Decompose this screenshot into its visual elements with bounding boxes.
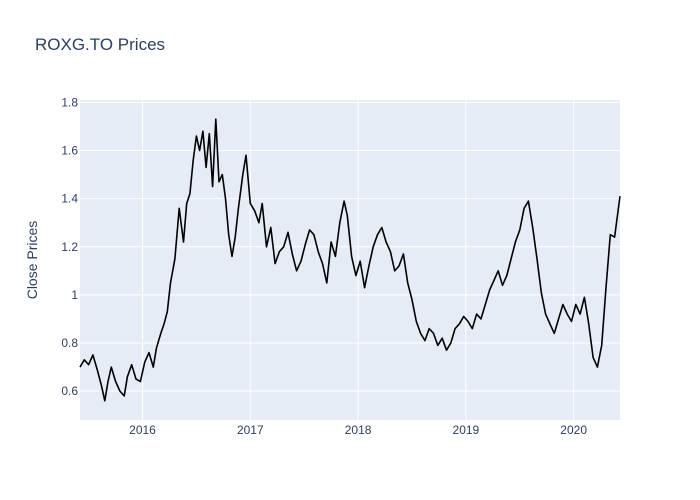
- y-tick-label: 1: [71, 288, 78, 302]
- y-tick-label: 1.8: [61, 95, 78, 109]
- y-axis-ticks: 0.6 0.8 1 1.2 1.4 1.6 1.8: [61, 95, 78, 398]
- y-tick-label: 1.4: [61, 192, 78, 206]
- price-series-line: [79, 118, 621, 402]
- x-tick-label: 2017: [237, 423, 264, 437]
- x-tick-label: 2019: [453, 423, 480, 437]
- y-axis-label: Close Prices: [24, 221, 40, 300]
- chart-title: ROXG.TO Prices: [35, 35, 165, 54]
- plot-area: [80, 100, 620, 420]
- y-tick-label: 0.8: [61, 336, 78, 350]
- x-gridlines: [142, 100, 575, 420]
- x-axis-ticks: 2016 2017 2018 2019 2020: [129, 423, 587, 437]
- y-tick-label: 1.2: [61, 240, 78, 254]
- x-tick-label: 2016: [129, 423, 156, 437]
- y-tick-label: 0.6: [61, 384, 78, 398]
- x-tick-label: 2020: [560, 423, 587, 437]
- x-tick-label: 2018: [345, 423, 372, 437]
- y-tick-label: 1.6: [61, 144, 78, 158]
